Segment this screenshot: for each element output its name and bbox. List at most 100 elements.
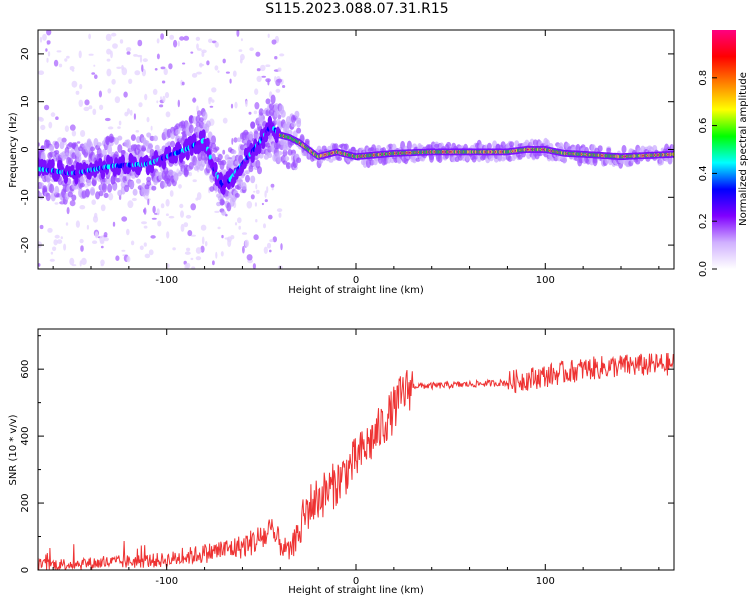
spectrogram-noise-blob xyxy=(88,53,94,56)
spectrogram-halo-blob xyxy=(245,170,250,175)
spectrogram-noise-blob xyxy=(88,33,91,40)
spectrogram-noise-blob xyxy=(56,50,62,53)
spectrogram-noise-blob xyxy=(128,78,133,85)
spectrogram-noise-blob xyxy=(195,247,202,254)
spectrogram-noise-blob xyxy=(91,72,96,75)
spectrogram-noise-blob xyxy=(272,236,277,243)
spectrogram-ridge-outer xyxy=(185,150,190,161)
spectrogram-noise-blob xyxy=(108,192,114,201)
spectrogram-noise-blob xyxy=(127,200,134,209)
spectrogram-halo-blob xyxy=(144,187,150,196)
spectrogram-halo-blob xyxy=(291,122,296,128)
spectrogram-noise-blob xyxy=(195,197,199,201)
snr-xlabel: Height of straight line (km) xyxy=(288,585,424,596)
spectrogram-halo-blob xyxy=(129,180,135,189)
spectrogram-halo-blob xyxy=(224,154,230,161)
spectrogram-noise-blob xyxy=(141,221,147,225)
spectrogram-noise-blob xyxy=(139,56,143,63)
spectrogram-halo-blob xyxy=(105,177,111,185)
spectrogram-halo-blob xyxy=(396,157,402,164)
spectrogram-halo-blob xyxy=(337,156,342,161)
spectrogram-noise-blob xyxy=(279,53,285,57)
spectrogram-halo-blob xyxy=(257,166,262,175)
spectrogram-halo-blob xyxy=(146,180,152,187)
spectrogram-noise-blob xyxy=(143,208,146,213)
spectrogram-noise-blob xyxy=(215,251,218,259)
spectrogram-noise-blob xyxy=(173,39,178,48)
spectrogram-halo-blob xyxy=(146,132,152,138)
spectrogram-noise-blob xyxy=(156,100,159,104)
spectrogram-noise-blob xyxy=(160,96,162,101)
spectrogram-noise-blob xyxy=(139,245,144,251)
spectrogram-noise-blob xyxy=(254,88,259,95)
spectrogram-noise-blob xyxy=(156,53,160,60)
spectrogram-noise-blob xyxy=(79,83,83,90)
spectrogram-ridge-inner xyxy=(208,154,212,160)
colorbar-tick-label: 0.8 xyxy=(698,70,709,86)
spectrogram-noise-blob xyxy=(269,239,274,243)
spectrogram-noise-blob xyxy=(64,58,68,62)
spectrogram-noise-blob xyxy=(196,105,199,113)
spectrogram-noise-blob xyxy=(69,66,75,71)
colorbar-tick-label: 0.2 xyxy=(698,213,709,229)
spectrogram-noise-blob xyxy=(93,64,96,67)
snr-x-tick-label: -100 xyxy=(155,576,178,587)
spectrogram-noise-blob xyxy=(178,184,182,189)
spectrogram-halo-blob xyxy=(54,150,60,155)
spectrogram-noise-blob xyxy=(269,249,272,253)
spectrogram-y-tick-label: 0 xyxy=(20,146,31,152)
spectrogram-halo-blob xyxy=(188,162,194,170)
spectrogram-noise-blob xyxy=(100,204,106,212)
spectrogram-halo-blob xyxy=(71,194,77,201)
spectrogram-noise-blob xyxy=(253,234,259,241)
spectrogram-noise-blob xyxy=(137,54,143,58)
spectrogram-noise-blob xyxy=(201,236,205,245)
spectrogram-noise-blob xyxy=(160,66,166,70)
spectrogram-noise-blob xyxy=(121,249,126,252)
spectrogram-halo-blob xyxy=(154,144,160,151)
spectrogram-noise-blob xyxy=(266,242,272,249)
spectrogram-noise-blob xyxy=(233,137,238,143)
spectrogram-noise-blob xyxy=(160,33,165,40)
spectrogram-noise-blob xyxy=(230,103,234,109)
spectrogram-noise-blob xyxy=(88,105,93,110)
spectrogram-marks xyxy=(38,30,674,269)
spectrogram-noise-blob xyxy=(185,214,192,219)
spectrogram-noise-blob xyxy=(50,112,56,117)
spectrogram-noise-blob xyxy=(38,117,44,122)
spectrogram-noise-blob xyxy=(214,210,220,213)
spectrogram-halo-blob xyxy=(200,153,206,161)
spectrogram-noise-blob xyxy=(222,149,226,155)
spectrogram-noise-blob xyxy=(276,208,283,213)
spectrogram-noise-blob xyxy=(249,47,254,51)
spectrogram-noise-blob xyxy=(80,245,84,252)
spectrogram-noise-blob xyxy=(169,190,174,197)
spectrogram-halo-blob xyxy=(79,182,85,188)
spectrogram-noise-blob xyxy=(245,100,248,107)
spectrogram-noise-blob xyxy=(39,36,43,43)
spectrogram-halo-blob xyxy=(221,210,227,216)
snr-y-tick-label: 0 xyxy=(20,567,31,573)
spectrogram-noise-blob xyxy=(123,91,128,98)
spectrogram-noise-blob xyxy=(144,253,151,259)
spectrogram-noise-blob xyxy=(71,80,78,88)
spectrogram-noise-blob xyxy=(86,224,89,230)
snr-y-tick-label: 600 xyxy=(20,360,31,379)
spectrogram-noise-blob xyxy=(182,62,186,65)
spectrogram-noise-blob xyxy=(125,47,132,52)
spectrogram-noise-blob xyxy=(164,92,170,99)
spectrogram-halo-blob xyxy=(124,184,130,193)
spectrogram-halo-blob xyxy=(45,192,51,202)
spectrogram-y-tick-label: 20 xyxy=(20,48,31,61)
spectrogram-noise-blob xyxy=(225,71,230,74)
spectrogram-noise-blob xyxy=(106,58,111,62)
snr-y-tick-label: 200 xyxy=(20,494,31,513)
spectrogram-noise-blob xyxy=(255,189,260,194)
colorbar-tick-label: 0.0 xyxy=(698,261,709,277)
spectrogram-noise-blob xyxy=(183,222,189,228)
spectrogram-noise-blob xyxy=(66,207,70,215)
spectrogram-noise-blob xyxy=(47,51,51,57)
spectrogram-noise-blob xyxy=(255,183,258,190)
colorbar-gradient xyxy=(712,30,736,269)
spectrogram-noise-blob xyxy=(179,36,185,41)
